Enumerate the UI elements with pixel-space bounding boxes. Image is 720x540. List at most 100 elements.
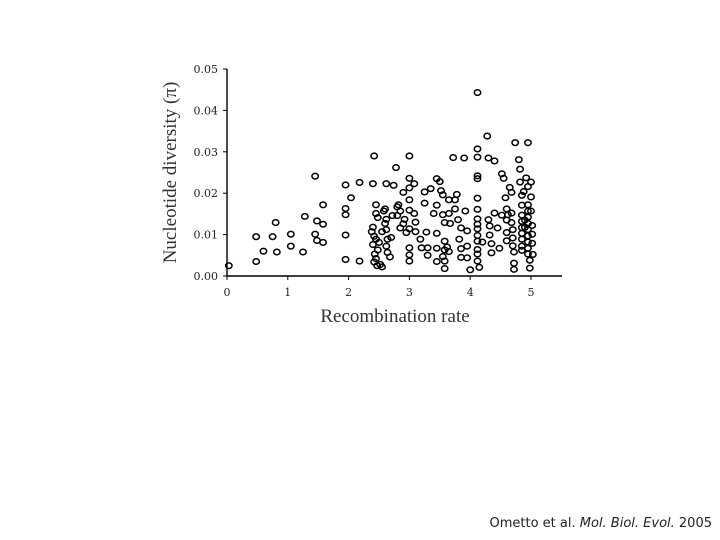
data-point xyxy=(473,172,482,180)
data-point xyxy=(478,238,487,246)
data-point xyxy=(387,233,396,242)
data-point xyxy=(449,154,458,162)
data-point xyxy=(272,248,281,256)
data-point xyxy=(438,191,447,199)
data-point xyxy=(519,187,528,196)
data-point xyxy=(375,238,383,247)
data-point xyxy=(422,228,431,236)
data-point xyxy=(372,209,380,218)
data-point xyxy=(382,215,391,223)
data-point xyxy=(341,211,350,219)
y-ticks: 0.00 0.01 0.02 0.03 0.04 0.05 xyxy=(194,63,227,283)
data-point xyxy=(423,244,432,252)
data-point xyxy=(517,191,526,199)
data-point xyxy=(463,242,472,250)
data-point xyxy=(495,244,504,252)
data-point xyxy=(483,132,492,140)
data-point xyxy=(440,219,449,227)
x-tick-label: 0 xyxy=(224,286,231,299)
data-point xyxy=(368,223,377,231)
data-point xyxy=(388,212,397,220)
data-point xyxy=(405,244,414,252)
data-point xyxy=(522,174,531,182)
data-point xyxy=(444,209,453,218)
data-point xyxy=(311,172,320,180)
y-tick-label: 0.00 xyxy=(194,270,219,283)
data-point xyxy=(493,224,502,232)
x-axis-title: Recombination rate xyxy=(320,306,469,327)
data-point xyxy=(473,231,482,239)
data-point xyxy=(437,187,445,195)
citation: Ometto et al. Mol. Biol. Evol. 2005 xyxy=(489,516,712,531)
data-point xyxy=(473,153,482,161)
data-point xyxy=(355,178,364,186)
x-ticks: 0 1 2 3 4 5 xyxy=(224,276,535,299)
data-point xyxy=(396,207,405,215)
data-point xyxy=(528,230,537,238)
data-point xyxy=(487,240,496,248)
data-point xyxy=(457,224,466,232)
data-point xyxy=(341,204,350,213)
data-point xyxy=(432,229,441,237)
data-point xyxy=(490,157,499,165)
data-point xyxy=(473,225,482,233)
data-point xyxy=(508,242,517,250)
data-point xyxy=(341,255,350,263)
data-point xyxy=(432,201,441,209)
data-point xyxy=(405,196,414,204)
data-point xyxy=(510,248,518,256)
data-point xyxy=(394,201,403,209)
data-point xyxy=(516,165,525,173)
data-point xyxy=(444,248,453,256)
data-point xyxy=(259,247,268,255)
data-point xyxy=(271,219,280,227)
data-point xyxy=(405,152,414,160)
chart-axes xyxy=(226,69,562,277)
data-point xyxy=(463,254,472,262)
data-point xyxy=(420,188,429,196)
data-point xyxy=(299,248,307,256)
x-tick-label: 2 xyxy=(345,286,352,299)
data-point xyxy=(416,235,425,243)
data-point xyxy=(525,264,534,272)
data-point xyxy=(429,209,438,218)
data-point xyxy=(508,234,517,242)
data-point xyxy=(313,217,321,225)
data-point xyxy=(399,220,408,228)
data-point xyxy=(511,139,520,147)
citation-year: 2005 xyxy=(678,516,712,531)
data-point xyxy=(392,163,400,172)
data-point xyxy=(527,207,535,215)
data-point xyxy=(499,174,508,182)
data-point xyxy=(372,201,380,209)
data-point xyxy=(473,257,482,265)
data-point xyxy=(473,220,482,228)
data-point xyxy=(378,263,386,271)
data-point xyxy=(426,185,435,193)
data-point xyxy=(400,215,409,223)
data-point xyxy=(435,178,444,186)
data-point xyxy=(485,222,494,230)
data-point xyxy=(446,219,455,227)
data-point xyxy=(473,237,482,245)
data-point xyxy=(440,264,449,273)
data-point xyxy=(382,180,391,188)
data-point xyxy=(405,184,414,192)
data-point xyxy=(517,235,526,243)
data-point xyxy=(490,209,499,217)
data-point xyxy=(510,265,518,273)
y-tick-label: 0.04 xyxy=(194,104,219,117)
data-point xyxy=(440,237,449,245)
data-point xyxy=(528,239,537,247)
data-point xyxy=(432,257,441,266)
data-points xyxy=(224,89,537,274)
data-point xyxy=(473,194,482,202)
data-point xyxy=(527,193,535,201)
data-point xyxy=(286,230,295,238)
data-point xyxy=(405,174,414,182)
data-point xyxy=(389,181,398,189)
data-point xyxy=(405,257,414,265)
data-point xyxy=(473,145,482,153)
data-point xyxy=(507,219,516,227)
